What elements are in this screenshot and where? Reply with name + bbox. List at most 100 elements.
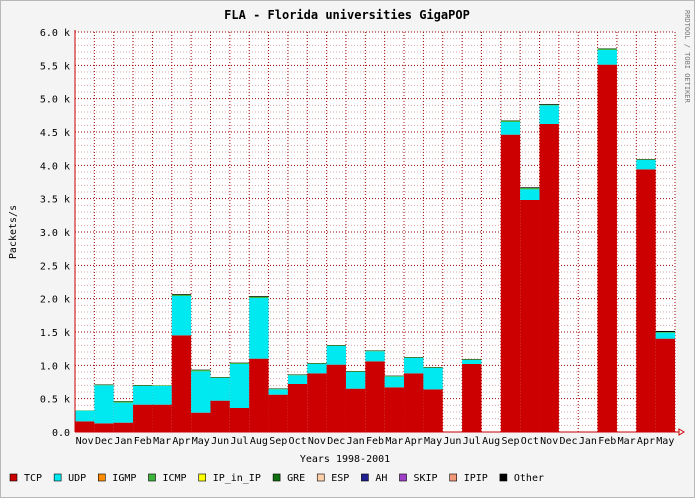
bar-tcp-may	[423, 389, 443, 432]
legend-swatch-tcp	[9, 473, 18, 482]
bar-tcp-jul	[462, 364, 482, 432]
bar-udp-jan	[345, 372, 366, 389]
bar-icmp-oct	[520, 188, 540, 190]
legend-label-udp: UDP	[68, 473, 86, 484]
bar-tcp-sep	[268, 394, 288, 432]
bar-tcp-may	[191, 412, 211, 432]
y-tick-label: 5.5 k	[40, 61, 70, 72]
legend-swatch-gre	[272, 473, 281, 482]
x-tick-label: Dec	[327, 436, 345, 447]
bar-udp-may	[423, 368, 443, 390]
x-tick-label: Sep	[501, 436, 519, 447]
bar-other-apr	[171, 294, 192, 295]
x-tick-label: Oct	[289, 436, 307, 447]
bar-tcp-jul	[229, 408, 250, 432]
axes-layer	[74, 30, 685, 436]
bar-icmp-apr	[171, 294, 192, 296]
bar-icmp-apr	[636, 159, 656, 160]
x-tick-label: Feb	[366, 436, 384, 447]
bar-tcp-jan	[345, 388, 366, 432]
bar-icmp-oct	[287, 374, 308, 376]
bar-tcp-oct	[520, 200, 540, 432]
legend-label-ah: AH	[375, 473, 387, 484]
bar-udp-nov	[307, 364, 327, 374]
y-tick-label: 5.0 k	[40, 95, 70, 106]
x-tick-label: Jan	[114, 436, 132, 447]
chart-title: FLA - Florida universities GigaPOP	[224, 8, 470, 22]
legend-swatch-icmp	[148, 473, 156, 482]
bar-icmp-feb	[133, 385, 153, 386]
bars-layer	[75, 48, 675, 433]
bar-udp-sep	[268, 389, 288, 395]
x-tick-label: Nov	[540, 436, 558, 447]
legend-swatch-igmp	[98, 473, 106, 482]
bar-udp-jan	[113, 402, 134, 423]
bar-icmp-sep	[268, 388, 288, 390]
bar-tcp-jun	[210, 400, 230, 432]
legend-swatch-other	[499, 473, 508, 482]
y-tick-label: 1.5 k	[40, 328, 70, 339]
y-tick-label: 4.5 k	[40, 128, 70, 139]
bar-icmp-jul	[229, 363, 250, 364]
y-tick-label: 3.0 k	[40, 228, 70, 239]
bar-tcp-sep	[500, 134, 521, 432]
x-tick-label: May	[192, 436, 210, 447]
bar-udp-aug	[249, 298, 269, 359]
y-tick-label: 4.0 k	[40, 161, 70, 172]
legend-label-ip-in-ip: IP_in_IP	[213, 473, 261, 484]
y-tick-label: 0.0	[52, 428, 70, 439]
bar-udp-jul	[229, 364, 250, 408]
bar-tcp-nov	[539, 124, 559, 432]
bar-icmp-feb	[597, 48, 617, 50]
legend-label-ipip: IPIP	[464, 473, 488, 484]
legend-label-gre: GRE	[287, 473, 305, 484]
x-tick-label: Dec	[560, 436, 578, 447]
bar-udp-dec	[326, 346, 346, 365]
bar-udp-jun	[210, 378, 230, 401]
bar-icmp-nov	[307, 363, 327, 364]
legend-swatch-ah	[361, 473, 369, 482]
bar-udp-oct	[520, 189, 540, 200]
legend-label-other: Other	[514, 473, 544, 484]
bar-tcp-apr	[404, 373, 424, 432]
bar-tcp-feb	[133, 404, 153, 432]
bar-icmp-jan	[113, 401, 134, 403]
x-tick-label: Mar	[385, 436, 403, 447]
bar-udp-nov	[75, 410, 95, 422]
bar-tcp-nov	[307, 373, 327, 432]
bar-icmp-dec	[326, 345, 346, 346]
bar-udp-may	[655, 332, 675, 339]
bar-udp-may	[191, 371, 211, 413]
bar-tcp-mar	[152, 404, 172, 432]
y-tick-label: 2.0 k	[40, 295, 70, 306]
bar-udp-feb	[365, 351, 385, 362]
x-tick-label: May	[656, 436, 674, 447]
legend-swatch-ipip	[449, 473, 458, 482]
x-tick-label: Apr	[637, 436, 655, 447]
bar-udp-sep	[500, 122, 521, 135]
bar-udp-dec	[94, 385, 114, 424]
bar-udp-oct	[287, 375, 308, 384]
legend-label-igmp: IGMP	[112, 473, 136, 484]
x-tick-label: Jun	[211, 436, 229, 447]
x-tick-label: Apr	[172, 436, 190, 447]
bar-other-may	[655, 331, 675, 332]
bar-tcp-nov	[75, 421, 95, 432]
bar-tcp-apr	[636, 169, 656, 433]
bar-icmp-jan	[345, 371, 366, 372]
x-tick-label: Jan	[347, 436, 365, 447]
legend-swatch-ip-in-ip	[198, 473, 206, 482]
y-tick-label: 2.5 k	[40, 261, 70, 272]
bar-tcp-apr	[171, 335, 192, 432]
x-axis-arrow	[678, 428, 685, 436]
bar-icmp-apr	[404, 357, 424, 358]
y-tick-label: 3.5 k	[40, 195, 70, 206]
bar-udp-apr	[171, 296, 192, 336]
bar-icmp-nov	[539, 104, 559, 106]
x-tick-label: Jul	[463, 436, 481, 447]
bar-tcp-dec	[94, 423, 114, 432]
y-axis-label: Packets/s	[8, 205, 19, 259]
x-tick-label: Jul	[230, 436, 248, 447]
bar-tcp-feb	[597, 64, 617, 433]
bar-other-nov	[539, 104, 559, 105]
